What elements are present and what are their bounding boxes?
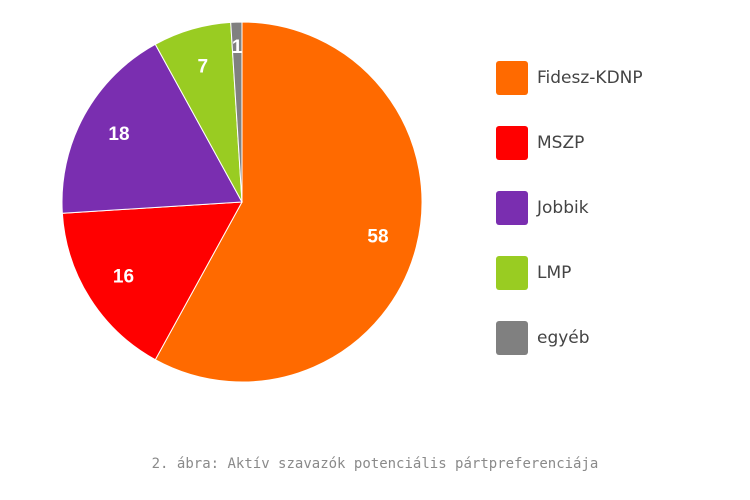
pie-slice-jobbik <box>61 43 243 214</box>
pie-value-label-egyeb: 1 <box>232 37 243 58</box>
chart-legend: Fidesz-KDNP MSZP Jobbik LMP egyéb <box>496 58 716 383</box>
legend-label-jobbik: Jobbik <box>537 198 589 218</box>
legend-item-mszp: MSZP <box>496 123 716 163</box>
legend-swatch-jobbik <box>496 191 528 225</box>
legend-item-jobbik: Jobbik <box>496 188 716 228</box>
pie-value-label-lmp: 7 <box>198 57 209 78</box>
pie-slice-egyeb <box>230 21 243 203</box>
pie-slice-fidesz-kdnp <box>154 21 423 383</box>
legend-label-egyeb: egyéb <box>537 328 590 348</box>
pie-value-labels: 58 16 18 7 1 <box>108 37 388 288</box>
legend-item-lmp: LMP <box>496 253 716 293</box>
pie-value-label-fidesz-kdnp: 58 <box>367 226 388 247</box>
legend-label-fidesz-kdnp: Fidesz-KDNP <box>537 68 643 88</box>
legend-label-lmp: LMP <box>537 263 572 283</box>
legend-swatch-egyeb <box>496 321 528 355</box>
legend-item-fidesz-kdnp: Fidesz-KDNP <box>496 58 716 98</box>
legend-swatch-lmp <box>496 256 528 290</box>
legend-swatch-fidesz-kdnp <box>496 61 528 95</box>
pie-slices <box>61 21 423 383</box>
legend-label-mszp: MSZP <box>537 133 585 153</box>
legend-item-egyeb: egyéb <box>496 318 716 358</box>
legend-swatch-mszp <box>496 126 528 160</box>
pie-value-label-jobbik: 18 <box>108 124 129 145</box>
pie-value-label-mszp: 16 <box>113 267 134 288</box>
figure-caption: 2. ábra: Aktív szavazók potenciális párt… <box>151 456 599 472</box>
pie-slice-mszp <box>61 201 243 361</box>
